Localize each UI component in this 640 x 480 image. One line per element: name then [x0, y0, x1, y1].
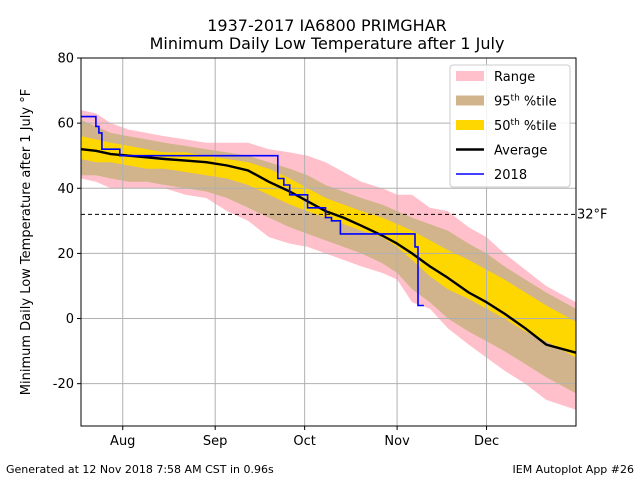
- legend-swatch-p95: [456, 95, 484, 106]
- series-lines: 32°F: [80, 115, 608, 354]
- x-tick-label: Dec: [474, 434, 499, 449]
- legend-swatch-p50: [456, 120, 484, 130]
- legend-label-p50: 50th %tile: [494, 118, 557, 134]
- chart-subtitle: Minimum Daily Low Temperature after 1 Ju…: [150, 34, 505, 53]
- legend-label-current: 2018: [494, 168, 527, 183]
- y-tick-label: 80: [57, 52, 74, 67]
- y-tick-label: 0: [66, 312, 74, 327]
- series-2018-line: [81, 115, 424, 307]
- x-tick-label: Sep: [203, 434, 228, 449]
- plot-frame: [80, 57, 577, 427]
- freezing-label: 32°F: [577, 207, 608, 222]
- y-axis-label: Minimum Daily Low Temperature after 1 Ju…: [19, 89, 34, 395]
- legend-swatch-range: [456, 71, 484, 81]
- y-tick-label: 20: [57, 247, 74, 262]
- generated-note: Generated at 12 Nov 2018 7:58 AM CST in …: [6, 463, 274, 476]
- band-p50: [81, 136, 576, 358]
- chart-title: 1937-2017 IA6800 PRIMGHAR: [207, 16, 447, 35]
- x-tick-label: Nov: [384, 434, 410, 449]
- legend-label-average: Average: [494, 144, 547, 159]
- y-tick-label: -20: [53, 377, 74, 392]
- app-credit: IEM Autoplot App #26: [512, 463, 635, 476]
- legend-label-range: Range: [494, 70, 535, 85]
- axis-ticks: Aug Sep Oct Nov Dec -20 0 20 40 60 80: [53, 52, 499, 450]
- y-tick-label: 40: [57, 182, 74, 197]
- y-tick-label: 60: [57, 117, 74, 132]
- legend: Range 95th %tile 50th %tile Average 2018: [449, 64, 571, 188]
- legend-label-p95: 95th %tile: [494, 94, 557, 110]
- x-tick-label: Aug: [110, 434, 135, 449]
- x-tick-label: Oct: [293, 434, 315, 449]
